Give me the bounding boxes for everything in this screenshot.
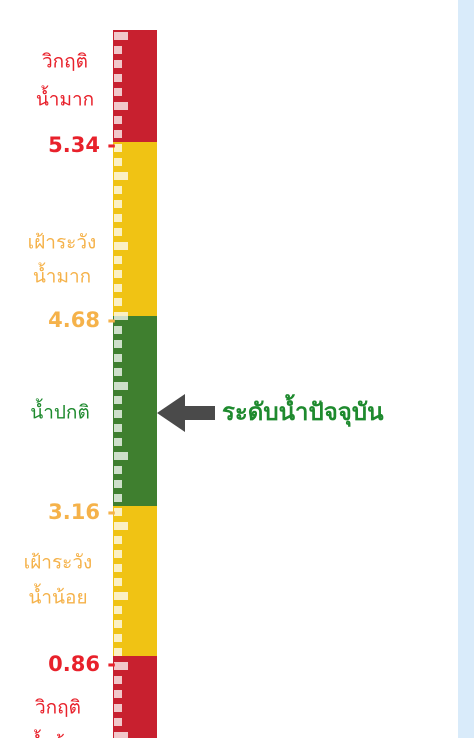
ruler-mark [114,606,122,614]
ruler-mark [114,410,122,418]
ruler-mark [114,508,122,516]
ruler-mark [114,592,128,600]
ruler-mark [114,326,122,334]
zone-label: วิกฤติ [35,697,81,719]
ruler-mark [114,102,128,110]
ruler-mark [114,438,122,446]
zone-label: วิกฤติ [42,51,88,73]
current-level-arrow [157,394,215,432]
ruler-mark [114,340,122,348]
zone-label: เฝ้าระวัง [28,232,97,254]
zone-label: น้ำมาก [36,86,94,111]
ruler-mark [114,88,122,96]
ruler-mark [114,60,122,68]
arrow [157,394,215,432]
ruler-mark [114,32,128,40]
ruler-mark [114,424,122,432]
ruler-mark [114,452,128,460]
zone-label: น้ำมาก [33,263,91,288]
ruler-mark [114,228,122,236]
ruler-mark [114,564,122,572]
ruler-mark [114,172,128,180]
ruler-mark [114,242,128,250]
ruler-mark [114,634,122,642]
ruler-mark [114,536,122,544]
ruler-mark [114,200,122,208]
ruler-mark [114,396,122,404]
ruler-mark [114,466,122,474]
ruler-mark [114,690,122,698]
ruler-mark [114,46,122,54]
ruler-mark [114,144,122,152]
ruler-marks [114,32,128,738]
level-label: 5.34 - [48,133,116,157]
ruler-mark [114,214,122,222]
ruler-mark [114,676,122,684]
ruler-mark [114,130,122,138]
ruler-mark [114,368,122,376]
ruler-mark [114,284,122,292]
zone-label: เฝ้าระวัง [24,552,93,574]
ruler-mark [114,116,122,124]
ruler-mark [114,550,122,558]
level-label: 4.68 - [48,308,116,332]
ruler-mark [114,578,122,586]
zone-label: น้ำน้อย [28,584,87,609]
ruler-mark [114,298,122,306]
zone-label: น้ำน้อย [28,730,87,738]
ruler-mark [114,158,122,166]
ruler-mark [114,620,122,628]
ruler-mark [114,732,128,738]
level-label: 0.86 - [48,652,116,676]
ruler-mark [114,522,128,530]
ruler-mark [114,704,122,712]
ruler-mark [114,662,128,670]
ruler-mark [114,494,122,502]
ruler-mark [114,256,122,264]
ruler-mark [114,74,122,82]
ruler-mark [114,648,122,656]
ruler-mark [114,354,122,362]
ruler-mark [114,718,122,726]
current-level-label: ระดับน้ำปัจจุบัน [222,393,384,428]
level-label: 3.16 - [48,500,116,524]
ruler-mark [114,382,128,390]
ruler-mark [114,270,122,278]
ruler-mark [114,186,122,194]
ruler-mark [114,312,128,320]
zone-label: น้ำปกติ [30,399,90,424]
side-strip [458,0,474,738]
ruler-mark [114,480,122,488]
